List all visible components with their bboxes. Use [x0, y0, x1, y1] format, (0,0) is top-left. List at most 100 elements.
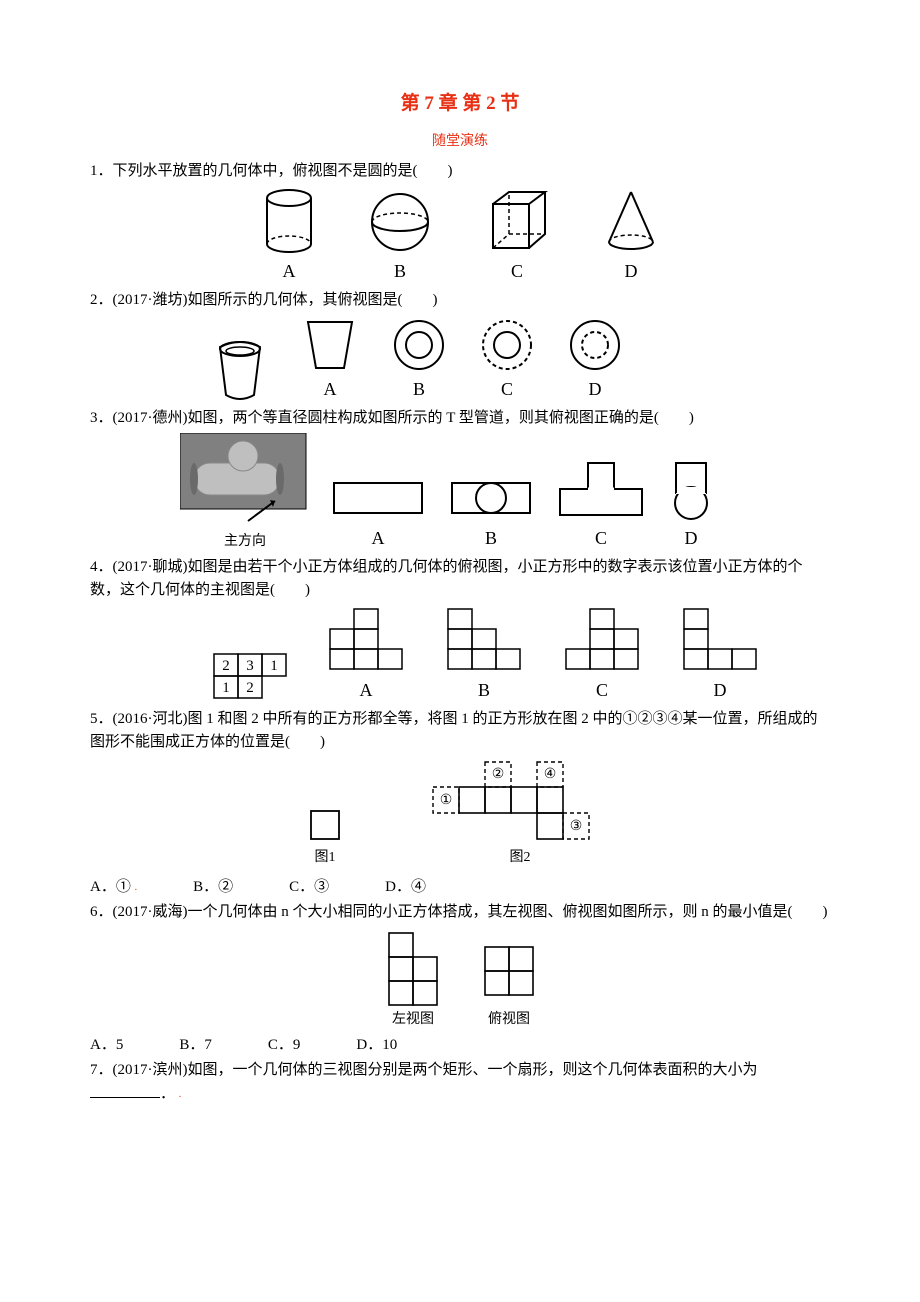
q1-option-b: B [367, 186, 433, 285]
cup-solid-icon [210, 339, 270, 403]
option-label: B [413, 376, 425, 403]
question-6-options: A．5 B．7 C．9 D．10 [90, 1034, 830, 1057]
question-5-figures: 图1 ① ② ③ ④ 图2 [90, 757, 830, 868]
svg-text:③: ③ [570, 819, 583, 834]
svg-text:3: 3 [246, 658, 254, 674]
q2-stem-figure [210, 339, 270, 403]
front-view-d-icon [678, 605, 762, 675]
q3-option-c: C [554, 459, 648, 552]
dashed-outer-solid-inner-icon [478, 316, 536, 374]
question-6-figures: 左视图 俯视图 [90, 927, 830, 1030]
question-2-text: 2．(2017·潍坊)如图所示的几何体，其俯视图是( ) [90, 289, 830, 312]
q5-option-d: D．④ [385, 876, 426, 899]
question-4-text: 4．(2017·聊城)如图是由若干个小正方体组成的几何体的俯视图，小正方形中的数… [90, 556, 830, 601]
rect-circle-icon [446, 459, 536, 523]
q4-option-b: B [442, 605, 526, 704]
option-label: B [478, 677, 490, 704]
rect-over-circle-icon [666, 459, 716, 523]
option-label: A [324, 376, 337, 403]
q3-option-b: B [446, 459, 536, 552]
option-label: C [511, 258, 523, 285]
q4-option-c: C [560, 605, 644, 704]
question-7-text: 7．(2017·滨州)如图，一个几何体的三视图分别是两个矩形、一个扇形，则这个几… [90, 1059, 830, 1082]
answer-blank [90, 1097, 160, 1098]
svg-text:①: ① [440, 793, 453, 808]
question-1-options: A B C D [90, 186, 830, 285]
marker-dot: . [179, 1089, 182, 1100]
svg-text:2: 2 [222, 658, 230, 674]
top-view-icon [479, 927, 539, 1007]
q1-option-d: D [601, 186, 661, 285]
svg-text:2: 2 [246, 680, 254, 696]
main-direction-caption: 主方向 [224, 531, 266, 552]
figure-1-caption: 图1 [315, 847, 336, 868]
q5-figure-2: ① ② ③ ④ 图2 [425, 757, 615, 868]
q3-stem-figure: 主方向 [180, 433, 310, 552]
two-circles-solid-icon [390, 316, 448, 374]
svg-text:1: 1 [270, 658, 278, 674]
question-6-text: 6．(2017·威海)一个几何体由 n 个大小相同的小正方体搭成，其左视图、俯视… [90, 901, 830, 924]
option-label: B [394, 258, 406, 285]
q1-option-a: A [259, 186, 319, 285]
question-3-options: 主方向 A B C D [90, 433, 830, 552]
front-view-a-icon [324, 605, 408, 675]
question-3-text: 3．(2017·德州)如图，两个等直径圆柱构成如图所示的 T 型管道，则其俯视图… [90, 407, 830, 430]
page-title: 第 7 章 第 2 节 [90, 90, 830, 119]
option-label: B [485, 525, 497, 552]
svg-text:④: ④ [544, 767, 557, 782]
q3-option-d: D [666, 459, 716, 552]
front-view-c-icon [560, 605, 644, 675]
q3-option-a: A [328, 459, 428, 552]
cone-icon [601, 186, 661, 256]
q5-option-c: C．③ [289, 876, 329, 899]
single-square-icon [305, 805, 345, 845]
q1-option-c: C [481, 186, 553, 285]
option-label: D [625, 258, 638, 285]
q6-option-b: B．7 [179, 1034, 212, 1057]
q6-left-view: 左视图 [381, 927, 445, 1030]
svg-text:1: 1 [222, 680, 230, 696]
q5-option-a: A．① . [90, 876, 137, 899]
q5-option-b: B．② [193, 876, 233, 899]
question-1-text: 1．下列水平放置的几何体中，俯视图不是圆的是( ) [90, 160, 830, 183]
q2-option-d: D [566, 316, 624, 403]
cube-icon [481, 186, 553, 256]
question-2-options: A B C D [90, 316, 830, 403]
left-view-caption: 左视图 [392, 1009, 434, 1030]
option-label: D [589, 376, 602, 403]
option-label: A [372, 525, 385, 552]
figure-2-caption: 图2 [510, 847, 531, 868]
option-label: D [685, 525, 698, 552]
top-view-caption: 俯视图 [488, 1009, 530, 1030]
question-4-options: 2 3 1 1 2 A B [90, 605, 830, 704]
t-shape-icon [554, 459, 648, 523]
q4-stem-figure: 2 3 1 1 2 [210, 648, 290, 704]
q6-option-c: C．9 [268, 1034, 301, 1057]
option-label: C [595, 525, 607, 552]
t-pipe-photo-icon [180, 433, 310, 529]
option-label: C [596, 677, 608, 704]
q4-option-a: A [324, 605, 408, 704]
q2-option-c: C [478, 316, 536, 403]
option-label: A [360, 677, 373, 704]
sphere-icon [367, 186, 433, 256]
question-7-blank-line: ． . [90, 1083, 830, 1106]
q6-top-view: 俯视图 [479, 927, 539, 1030]
cylinder-icon [259, 186, 319, 256]
solid-outer-dashed-inner-icon [566, 316, 624, 374]
svg-text:②: ② [492, 767, 505, 782]
trapezoid-icon [300, 316, 360, 374]
rect-icon [328, 459, 428, 523]
q2-option-a: A [300, 316, 360, 403]
option-label: D [714, 677, 727, 704]
net-positions-icon: ① ② ③ ④ [425, 757, 615, 845]
page-subtitle: 随堂演练 [90, 131, 830, 152]
option-label: A [283, 258, 296, 285]
q6-option-a: A．5 [90, 1034, 123, 1057]
question-5-options: A．① . B．② C．③ D．④ [90, 876, 830, 899]
q6-option-d: D．10 [356, 1034, 397, 1057]
q4-option-d: D [678, 605, 762, 704]
top-view-grid-icon: 2 3 1 1 2 [210, 648, 290, 704]
left-view-icon [381, 927, 445, 1007]
q5-figure-1: 图1 [305, 805, 345, 868]
